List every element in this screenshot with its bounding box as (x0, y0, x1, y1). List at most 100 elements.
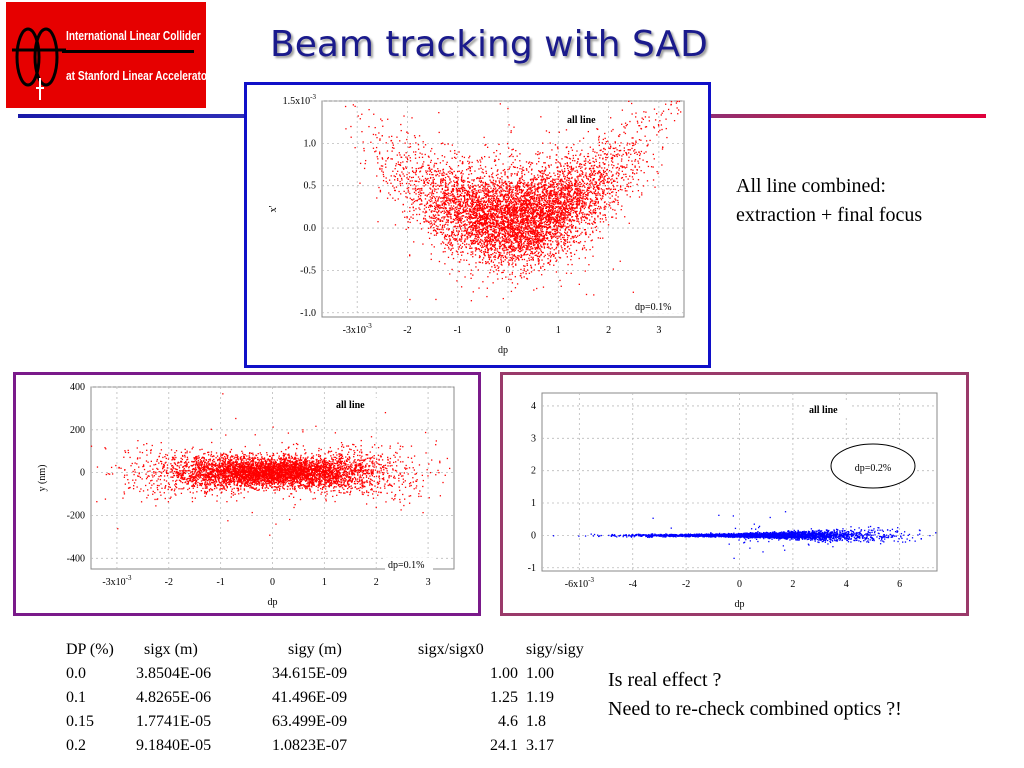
scatter-point (512, 248, 514, 251)
scatter-point (430, 211, 432, 213)
scatter-point (459, 219, 461, 222)
scatter-point (525, 248, 528, 251)
scatter-point (466, 229, 468, 231)
scatter-point (487, 199, 489, 201)
scatter-point (526, 203, 529, 206)
scatter-point (497, 184, 500, 187)
scatter-point (551, 149, 553, 151)
scatter-point (510, 195, 512, 197)
scatter-point (661, 164, 663, 166)
scatter-point (458, 246, 460, 248)
scatter-point (562, 250, 564, 252)
scatter-point (590, 211, 592, 214)
scatter-point (438, 214, 440, 217)
scatter-point (461, 251, 464, 253)
scatter-point (480, 167, 482, 169)
scatter-point (542, 194, 544, 197)
scatter-point (644, 116, 647, 118)
scatter-point (419, 167, 421, 169)
scatter-point (541, 239, 543, 241)
scatter-point (476, 216, 478, 218)
scatter-point (608, 147, 610, 149)
scatter-point (507, 194, 510, 197)
scatter-point (457, 243, 459, 245)
scatter-point (416, 180, 418, 182)
scatter-point (492, 183, 494, 185)
scatter-point (652, 179, 655, 181)
scatter-point (547, 219, 550, 221)
scatter-point (443, 210, 445, 212)
scatter-point (451, 209, 453, 211)
scatter-point (536, 215, 538, 218)
scatter-point (524, 224, 527, 226)
scatter-point (516, 239, 518, 242)
scatter-point (517, 220, 519, 222)
scatter-point (570, 219, 572, 222)
scatter-point (450, 249, 452, 251)
scatter-point (446, 197, 448, 200)
scatter-point (511, 206, 513, 208)
scatter-point (542, 286, 545, 288)
scatter-point (549, 225, 552, 228)
scatter-point (555, 191, 557, 193)
scatter-point (599, 211, 601, 214)
scatter-point (562, 183, 564, 186)
scatter-point (498, 230, 501, 232)
scatter-point (514, 234, 516, 236)
scatter-point (604, 148, 606, 151)
scatter-point (443, 224, 446, 226)
scatter-point (439, 172, 441, 174)
scatter-point (576, 200, 579, 202)
scatter-point (601, 142, 603, 144)
scatter-point (563, 231, 566, 233)
scatter-point (581, 248, 584, 251)
scatter-point (503, 244, 505, 247)
scatter-point (425, 210, 427, 212)
scatter-point (680, 111, 682, 113)
scatter-point (572, 241, 575, 243)
scatter-point (595, 198, 597, 201)
scatter-point (453, 170, 455, 173)
scatter-point (601, 176, 603, 178)
scatter-point (618, 169, 620, 171)
scatter-point (595, 225, 598, 228)
scatter-point (482, 224, 484, 226)
scatter-point (517, 216, 519, 218)
scatter-point (559, 162, 561, 164)
scatter-point (554, 200, 556, 202)
scatter-point (513, 218, 515, 220)
scatter-point (411, 167, 413, 169)
scatter-point (525, 270, 527, 273)
scatter-point (570, 210, 572, 213)
scatter-point (569, 220, 571, 222)
scatter-point (434, 170, 437, 172)
scatter-point (427, 231, 430, 234)
scatter-point (606, 153, 609, 155)
scatter-point (447, 175, 449, 178)
scatter-point (460, 171, 463, 174)
scatter-point (444, 192, 446, 195)
scatter-point (440, 201, 442, 203)
y-tick-label: -1.0 (300, 308, 316, 319)
scatter-point (520, 214, 522, 216)
scatter-point (534, 244, 536, 246)
scatter-point (675, 102, 678, 104)
scatter-point (520, 181, 523, 184)
scatter-point (570, 167, 573, 169)
scatter-point (412, 188, 414, 190)
scatter-point (484, 183, 486, 185)
scatter-point (507, 208, 509, 210)
scatter-point (468, 161, 471, 163)
scatter-point (443, 179, 445, 181)
scatter-point (599, 221, 602, 223)
scatter-point (453, 188, 455, 191)
scatter-point (468, 193, 471, 196)
scatter-point (562, 223, 565, 225)
scatter-point (534, 220, 536, 222)
scatter-point (595, 201, 597, 203)
scatter-point (499, 237, 501, 239)
scatter-point (510, 194, 512, 196)
scatter-point (607, 140, 609, 142)
scatter-point (583, 247, 586, 249)
scatter-point (508, 192, 510, 194)
